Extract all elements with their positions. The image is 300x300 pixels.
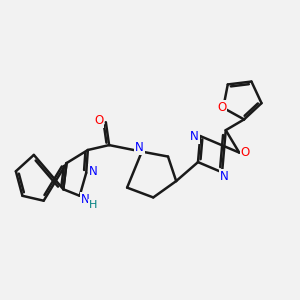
Text: N: N [89,165,98,178]
Text: N: N [220,170,229,183]
Text: N: N [135,141,144,154]
Text: O: O [217,101,226,114]
Text: H: H [89,200,98,210]
Text: O: O [94,114,103,127]
Text: N: N [190,130,199,142]
Text: O: O [241,146,250,159]
Text: N: N [81,193,90,206]
